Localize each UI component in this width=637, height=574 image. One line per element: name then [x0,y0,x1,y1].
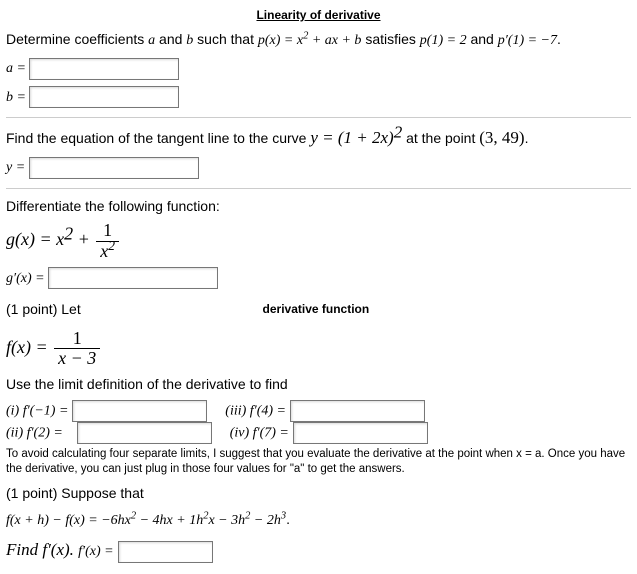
curve: y = (1 + 2x) [310,128,393,147]
poly: p(x) = x [258,33,303,48]
gx: g(x) = x [6,229,64,249]
label-iv: (iv) f′(7) = [230,425,289,440]
q4-row1: (i) f′(−1) = (iii) f′(4) = [6,400,631,422]
input-iii[interactable] [290,400,425,422]
input-a[interactable] [29,58,179,80]
q4-tip: To avoid calculating four separate limit… [6,447,631,478]
label-gprime: g′(x) = [6,271,48,286]
sq: 2 [64,223,73,243]
q1-input-a-row: a = [6,56,631,80]
cond1: p(1) = 2 [420,33,467,48]
page-title: Linearity of derivative [6,8,631,22]
q3-function: g(x) = x2 + 1 x2 [6,221,631,262]
find-text: Find f′(x). [6,540,78,559]
poly-rest: + ax + b [308,33,361,48]
label-ii: (ii) f′(2) = [6,425,63,440]
q1-input-b-row: b = [6,85,631,109]
input-iv[interactable] [293,422,428,444]
q4-ii: (ii) f′(2) = [6,422,212,444]
q5-find: Find f′(x). f′(x) = [6,536,631,563]
input-i[interactable] [72,400,207,422]
den-exp: 2 [108,238,115,253]
label-a: a = [6,61,29,76]
text: Determine coefficients [6,31,148,47]
input-fprime[interactable] [118,541,213,563]
q3-input-row: g′(x) = [6,266,631,290]
q4-points: (1 point) Let [6,298,81,320]
denominator: x − 3 [54,349,100,369]
input-y[interactable] [29,157,199,179]
label-y: y = [6,160,29,175]
text: and [159,31,186,47]
mid2: x − 3h [208,513,245,528]
fraction: 1 x2 [96,221,119,262]
input-ii[interactable] [77,422,212,444]
point: (3, 49) [479,128,524,147]
dot: . [286,511,290,527]
q4-row2: (ii) f′(2) = (iv) f′(7) = [6,422,631,444]
q2-prompt: Find the equation of the tangent line to… [6,117,631,151]
expr: f(x + h) − f(x) = −6hx [6,513,131,528]
text: and [470,31,497,47]
q4-iv: (iv) f′(7) = [230,422,428,444]
subtitle: derivative function [99,302,533,316]
denominator: x2 [96,242,119,262]
label-iii: (iii) f′(4) = [225,403,286,418]
var-b: b [186,33,193,48]
var-a: a [148,33,155,48]
q3-prompt: Differentiate the following function: [6,188,631,217]
label-b: b = [6,90,29,105]
q5-points: (1 point) Suppose that [6,482,631,504]
q2-input-row: y = [6,155,631,179]
text: such that [197,31,258,47]
q4-iii: (iii) f′(4) = [225,400,425,422]
mid3: − 2h [250,513,280,528]
q5-expr: f(x + h) − f(x) = −6hx2 − 4hx + 1h2x − 3… [6,508,631,532]
q4-use: Use the limit definition of the derivati… [6,373,631,395]
text: Find the equation of the tangent line to… [6,130,310,146]
fx: f(x) = [6,337,52,357]
input-gprime[interactable] [48,267,218,289]
numerator: 1 [54,329,100,350]
text: at the point [406,130,479,146]
dot: . [557,31,561,47]
fraction: 1 x − 3 [54,329,100,370]
mid: − 4hx + 1h [136,513,203,528]
q4-header: (1 point) Let derivative function [6,294,631,324]
q4-function: f(x) = 1 x − 3 [6,329,631,370]
q1-prompt: Determine coefficients a and b such that… [6,28,631,52]
text: satisfies [365,31,419,47]
label-i: (i) f′(−1) = [6,403,68,418]
input-b[interactable] [29,86,179,108]
plus: + [73,229,94,249]
label-fprime: f′(x) = [78,544,113,559]
cond2: p′(1) = −7 [498,33,557,48]
q4-i: (i) f′(−1) = [6,400,207,422]
dot: . [525,130,529,146]
exp: 2 [394,123,403,142]
